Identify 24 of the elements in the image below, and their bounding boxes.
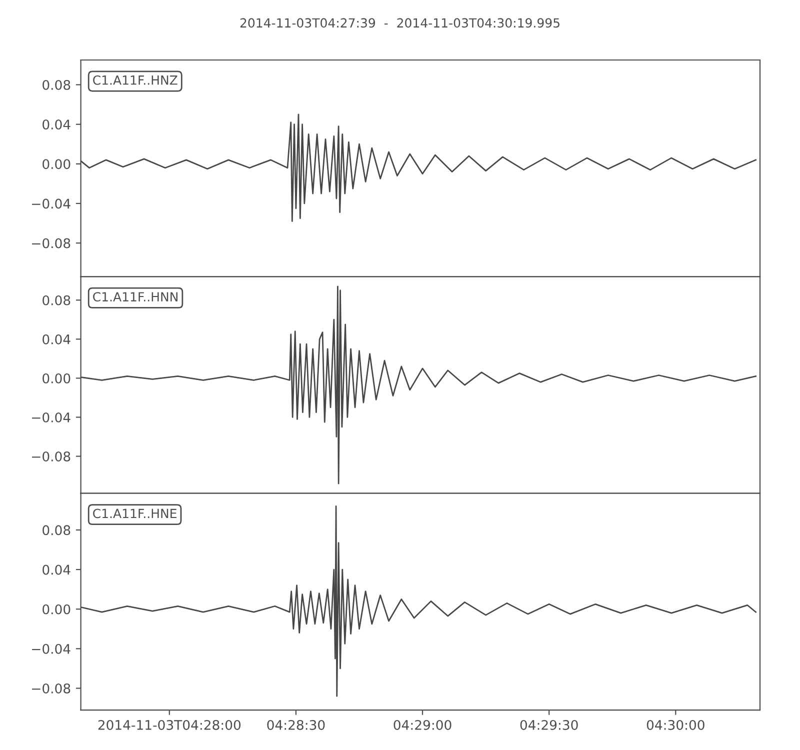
y-tick-label: 0.04 (42, 564, 70, 575)
x-tick-label: 04:30:00 (646, 720, 704, 730)
y-tick-label: 0.08 (42, 525, 70, 536)
y-tick-label: 0.00 (42, 604, 70, 614)
x-tick-label: 04:29:30 (520, 720, 578, 730)
y-tick-label: −0.08 (32, 238, 70, 248)
y-tick-label: −0.04 (32, 644, 70, 654)
y-tick-label: 0.04 (42, 334, 70, 344)
y-tick-label: −0.08 (32, 683, 70, 694)
x-tick-label: 2014-11-03T04:28:00 (98, 720, 241, 730)
annotation: C1.A11F..HNN (93, 292, 178, 302)
chart-title: 2014-11-03T04:27:39 - 2014-11-03T04:30:19.995 (240, 18, 560, 28)
annotation: C1.A11F..HNZ (93, 75, 178, 85)
y-tick-label: −0.04 (32, 198, 70, 209)
x-tick-label: 04:29:00 (394, 720, 452, 730)
y-tick-label: 0.00 (42, 159, 70, 170)
y-tick-label: 0.08 (42, 80, 70, 90)
y-tick-label: 0.04 (42, 120, 70, 130)
y-tick-label: −0.08 (32, 451, 70, 462)
y-tick-label: −0.04 (32, 412, 70, 422)
y-tick-label: 0.08 (42, 295, 70, 306)
annotation: C1.A11F..HNE (93, 508, 176, 518)
y-tick-label: 0.00 (42, 373, 70, 384)
x-tick-label: 04:28:30 (267, 720, 325, 730)
